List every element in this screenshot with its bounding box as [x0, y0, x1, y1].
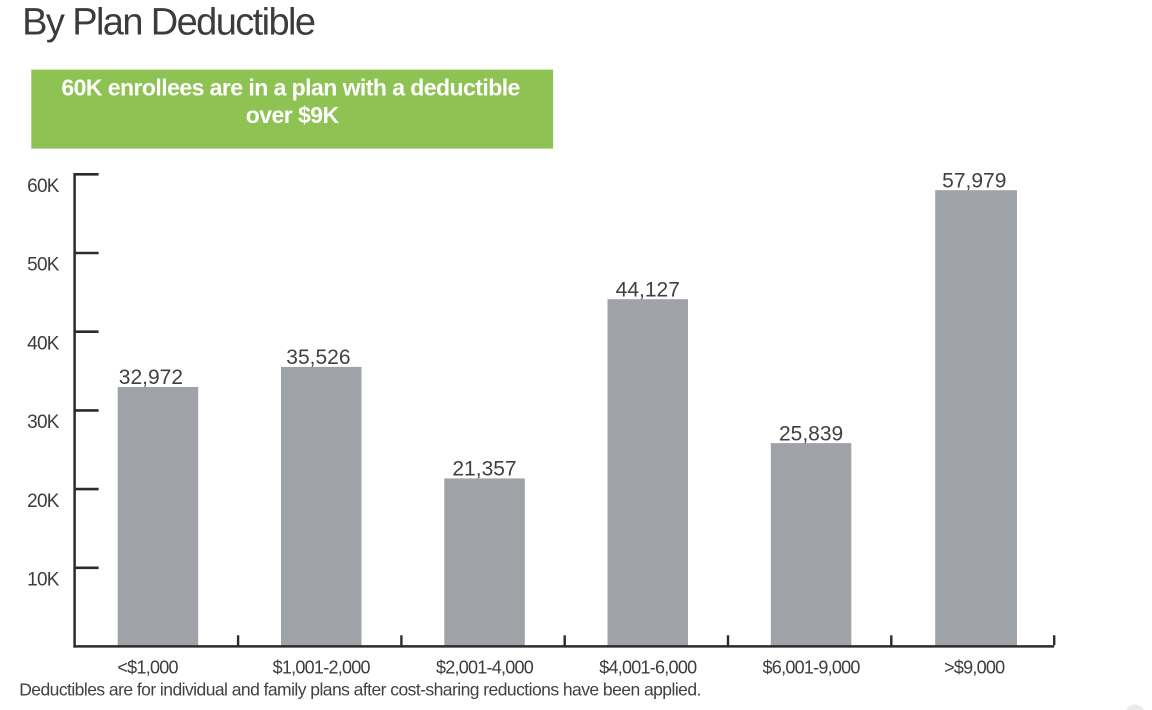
svg-text:$4,001-6,000: $4,001-6,000: [599, 657, 697, 677]
svg-text:50K: 50K: [27, 255, 60, 276]
svg-text:$2,001-4,000: $2,001-4,000: [436, 657, 534, 677]
svg-text:44,127: 44,127: [616, 278, 680, 301]
svg-text:By Plan Deductible: By Plan Deductible: [22, 2, 315, 44]
svg-text:over $9K: over $9K: [246, 102, 340, 128]
svg-text:32,972: 32,972: [119, 366, 183, 389]
svg-text:30K: 30K: [27, 412, 60, 433]
svg-text:60K enrollees are in a plan wi: 60K enrollees are in a plan with a deduc…: [61, 74, 519, 100]
svg-text:<$1,000: <$1,000: [117, 657, 178, 677]
svg-text:>$9,000: >$9,000: [944, 657, 1005, 677]
svg-text:$6,001-9,000: $6,001-9,000: [763, 657, 861, 677]
svg-text:57,979: 57,979: [942, 169, 1006, 192]
svg-text:60K: 60K: [27, 176, 60, 197]
svg-text:40K: 40K: [27, 333, 60, 354]
svg-text:25,839: 25,839: [779, 422, 843, 445]
svg-text:10K: 10K: [27, 570, 60, 591]
svg-text:20K: 20K: [27, 491, 60, 512]
svg-text:21,357: 21,357: [452, 458, 516, 481]
svg-text:Deductibles are for individual: Deductibles are for individual and famil…: [19, 680, 701, 700]
svg-text:$1,001-2,000: $1,001-2,000: [273, 657, 371, 677]
svg-text:35,526: 35,526: [286, 346, 350, 369]
